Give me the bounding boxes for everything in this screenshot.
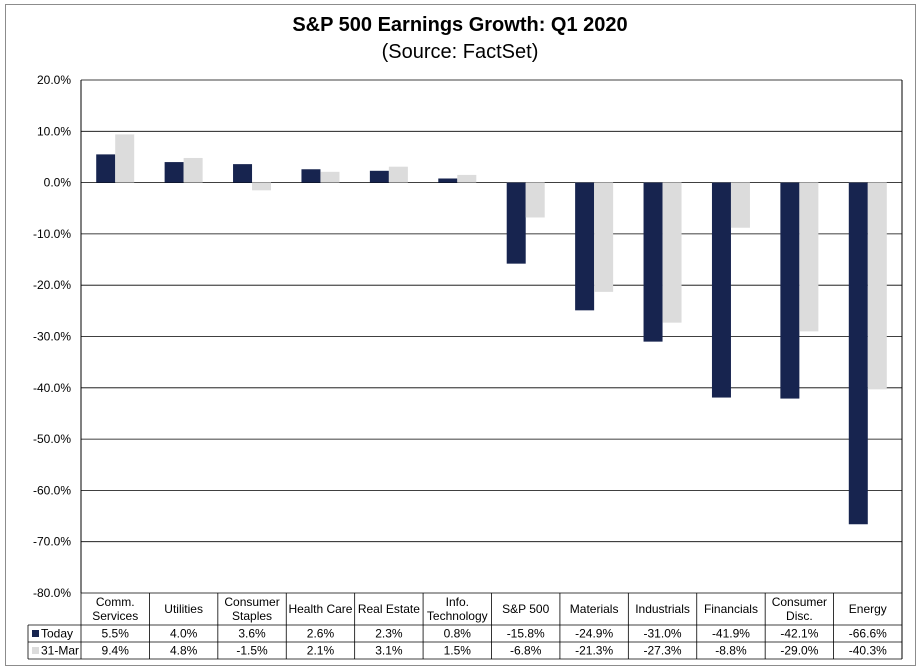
legend-label-today: Today — [41, 627, 73, 641]
bar-31-mar — [115, 134, 135, 183]
data-label: -41.9% — [712, 627, 750, 641]
data-label: -42.1% — [780, 627, 818, 641]
category-label: Materials — [570, 602, 619, 616]
y-tick-label: -30.0% — [33, 330, 71, 344]
chart-title: S&P 500 Earnings Growth: Q1 2020 — [292, 14, 628, 36]
data-label: 3.1% — [375, 644, 403, 658]
bar-today — [369, 170, 389, 183]
bar-today — [848, 182, 868, 525]
bar-today — [438, 178, 458, 183]
data-label: -40.3% — [849, 644, 887, 658]
y-tick-label: -70.0% — [33, 535, 71, 549]
y-tick-label: -50.0% — [33, 432, 71, 446]
data-label: -21.3% — [575, 644, 613, 658]
bar-31-mar — [388, 166, 408, 183]
data-label: 4.0% — [170, 627, 198, 641]
bar-today — [301, 169, 321, 183]
bar-31-mar — [867, 182, 887, 390]
data-label: 0.8% — [444, 627, 472, 641]
data-label: -15.8% — [507, 627, 545, 641]
chart-subtitle: (Source: FactSet) — [381, 41, 539, 63]
bar-today — [96, 154, 116, 183]
data-label: 2.3% — [375, 627, 403, 641]
category-label: Consumer — [224, 595, 279, 609]
bar-31-mar — [320, 171, 340, 183]
category-label: Utilities — [164, 602, 203, 616]
data-label: 2.6% — [307, 627, 335, 641]
category-label: Info. — [446, 595, 469, 609]
data-label: -27.3% — [644, 644, 682, 658]
legend-label-31-mar: 31-Mar — [41, 644, 79, 658]
data-label: 2.1% — [307, 644, 335, 658]
legend-swatch-today — [32, 630, 39, 637]
data-label: -29.0% — [780, 644, 818, 658]
y-tick-label: -10.0% — [33, 227, 71, 241]
y-tick-label: 20.0% — [37, 73, 71, 87]
category-label: Real Estate — [358, 602, 420, 616]
category-label: Health Care — [288, 602, 352, 616]
data-label: -24.9% — [575, 627, 613, 641]
data-label: 1.5% — [444, 644, 472, 658]
category-label: Energy — [849, 602, 887, 616]
bar-31-mar — [730, 182, 750, 228]
y-tick-label: -60.0% — [33, 483, 71, 497]
data-label: 5.5% — [102, 627, 130, 641]
bar-today — [233, 164, 253, 183]
category-label: Consumer — [772, 595, 827, 609]
bar-31-mar — [183, 157, 203, 183]
bar-today — [711, 182, 731, 398]
data-label: 9.4% — [102, 644, 130, 658]
bar-31-mar — [799, 182, 819, 332]
data-label: 4.8% — [170, 644, 198, 658]
category-label: Comm. — [96, 595, 135, 609]
category-label: Technology — [427, 609, 488, 623]
data-label: 3.6% — [238, 627, 266, 641]
bar-31-mar — [252, 182, 272, 191]
data-label: -66.6% — [849, 627, 887, 641]
category-label: Financials — [704, 602, 758, 616]
data-label: -31.0% — [644, 627, 682, 641]
category-label: S&P 500 — [502, 602, 549, 616]
bar-31-mar — [594, 182, 614, 292]
y-tick-label: -20.0% — [33, 278, 71, 292]
bar-31-mar — [525, 182, 545, 218]
bar-today — [643, 182, 663, 342]
y-tick-label: -80.0% — [33, 586, 71, 600]
bar-today — [575, 182, 595, 311]
bar-today — [780, 182, 800, 399]
category-label: Services — [92, 609, 138, 623]
category-label: Disc. — [786, 609, 813, 623]
bar-31-mar — [457, 174, 477, 183]
category-label: Staples — [232, 609, 272, 623]
bar-today — [506, 182, 526, 264]
legend-swatch-31-mar — [32, 647, 39, 654]
bar-31-mar — [662, 182, 682, 323]
data-label: -8.8% — [715, 644, 747, 658]
y-tick-label: 0.0% — [44, 176, 72, 190]
data-label: -6.8% — [510, 644, 542, 658]
y-tick-label: 10.0% — [37, 124, 71, 138]
chart-frame — [5, 4, 916, 666]
data-label: -1.5% — [236, 644, 268, 658]
y-tick-label: -40.0% — [33, 381, 71, 395]
category-label: Industrials — [635, 602, 690, 616]
bar-today — [164, 162, 184, 183]
